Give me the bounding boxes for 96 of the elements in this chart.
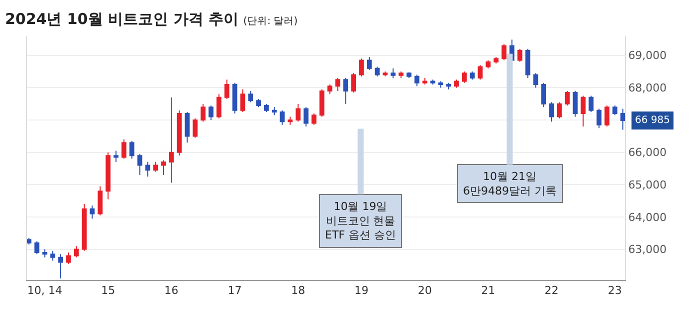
candlestick <box>470 71 475 80</box>
candlestick <box>90 205 95 220</box>
candlestick <box>304 106 308 127</box>
candlestick <box>620 108 625 130</box>
x-tick-label: 15 <box>101 284 116 298</box>
candlestick <box>82 204 87 252</box>
candlestick <box>42 248 48 258</box>
x-tick-label: 18 <box>291 284 306 298</box>
candlestick <box>296 103 301 122</box>
candlestick <box>137 153 142 176</box>
candlestick <box>494 56 499 64</box>
candlestick <box>390 68 396 79</box>
candlestick <box>572 90 578 118</box>
candlestick <box>414 74 420 87</box>
candlestick <box>58 254 64 279</box>
candlestick <box>343 78 348 104</box>
candlestick <box>224 79 230 100</box>
candlestick <box>106 152 111 200</box>
candlestick <box>319 88 324 118</box>
chart-subtitle: (단위: 달러) <box>243 16 298 27</box>
candlestick <box>27 237 32 245</box>
x-tick-label: 20 <box>418 284 432 298</box>
candlestick <box>438 80 444 88</box>
annotation: 10월 19일 비트코인 현물 ETF 옵션 승인 <box>325 200 396 242</box>
candlestick <box>98 186 103 216</box>
candlestick <box>272 106 277 116</box>
candlestick <box>161 160 166 176</box>
chart-title: 2024년 10월 비트코인 가격 추이 <box>5 10 239 28</box>
candlestick <box>335 78 340 92</box>
candlestick <box>74 246 79 258</box>
candlestick <box>192 118 198 138</box>
y-tick-label: 68,000 <box>628 82 667 95</box>
candlestick <box>604 104 610 127</box>
candlestick <box>153 162 158 172</box>
candlestick <box>264 103 269 112</box>
candlestick <box>240 88 246 112</box>
candlestick <box>208 104 214 121</box>
candlestick <box>525 48 530 79</box>
candlestick <box>145 162 150 178</box>
x-tick-label: 19 <box>354 284 368 298</box>
y-tick-label: 69,000 <box>628 49 667 62</box>
candlestick <box>50 250 56 262</box>
candlestick <box>288 116 293 126</box>
candlestick <box>588 95 594 112</box>
x-tick-label: 22 <box>544 284 559 298</box>
candlestick <box>351 72 356 94</box>
x-tick-label: 17 <box>228 284 242 298</box>
candlestick <box>564 90 570 106</box>
y-tick-label: 64,000 <box>628 210 667 224</box>
candlestick <box>168 96 174 184</box>
candlestick <box>359 58 364 77</box>
candlestick <box>176 110 182 156</box>
candlestick <box>248 90 254 103</box>
candlestick <box>430 79 436 85</box>
candlestick <box>422 78 428 85</box>
candlestick <box>216 94 222 119</box>
candlestick <box>312 113 316 126</box>
candlestick <box>612 104 618 116</box>
candlestick <box>398 71 404 79</box>
candlestick <box>454 79 459 88</box>
candlestick <box>184 111 190 144</box>
candlestick <box>406 72 412 79</box>
candlestick <box>280 110 285 126</box>
candlestick <box>200 103 206 122</box>
x-tick-label: 16 <box>164 284 178 298</box>
x-tick-label: 10, 14 <box>27 284 62 298</box>
candlestick <box>580 95 586 127</box>
candlestick <box>533 72 538 88</box>
candlestick <box>446 82 452 90</box>
candlestick <box>114 150 118 163</box>
candlestick <box>121 138 126 160</box>
y-tick-label: 65,000 <box>628 178 667 192</box>
candlestick <box>34 240 40 255</box>
candlestick <box>557 102 562 119</box>
y-tick-label: 63,000 <box>628 243 667 256</box>
candlestick <box>366 56 372 70</box>
candlestick <box>256 98 261 108</box>
candlestick <box>462 71 467 84</box>
candlestick <box>517 48 522 62</box>
candlestick <box>549 102 554 122</box>
candlestick <box>541 82 546 108</box>
candlestick <box>478 64 483 80</box>
annotation: 66 985 <box>635 115 670 126</box>
candlestick <box>596 108 602 129</box>
candlestick <box>382 71 388 77</box>
y-tick-label: 66,000 <box>628 146 667 160</box>
candlestick <box>374 66 380 77</box>
candlestick <box>232 82 238 114</box>
candlestick <box>502 44 506 61</box>
candlestick <box>66 252 71 264</box>
candlestick <box>327 84 332 95</box>
x-tick-label: 21 <box>481 284 496 298</box>
x-tick-label: 23 <box>608 284 622 298</box>
annotation: 10월 21일 6만9489달러 기록 <box>463 170 556 198</box>
candlestick <box>486 60 491 69</box>
candlestick <box>129 140 134 160</box>
